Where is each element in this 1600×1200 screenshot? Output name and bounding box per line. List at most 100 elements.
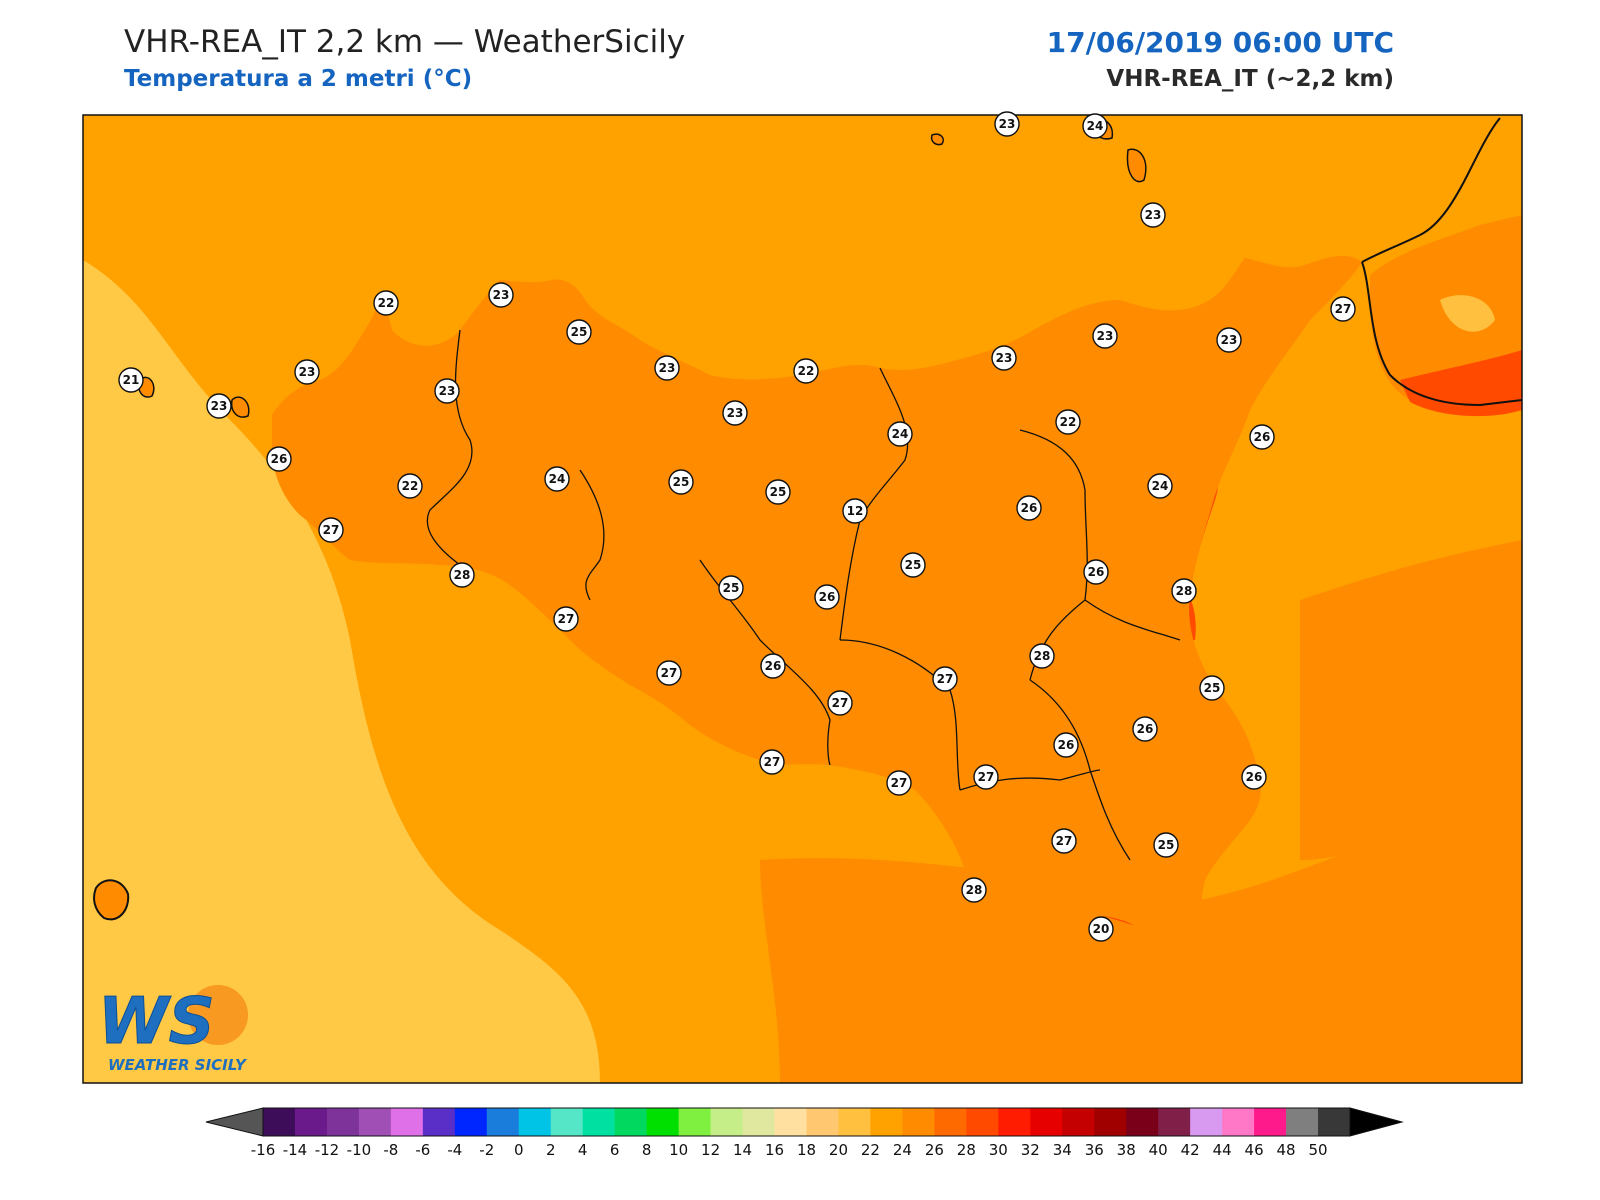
station-value: 23	[999, 117, 1016, 131]
colorbar-tick-label: 0	[514, 1141, 524, 1159]
station-marker: 24	[1147, 473, 1173, 499]
station-marker: 25	[566, 319, 592, 345]
station-marker: 26	[266, 446, 292, 472]
colorbar-cell	[454, 1108, 488, 1136]
station-marker: 26	[1241, 764, 1267, 790]
station-marker: 27	[553, 606, 579, 632]
colorbar-tick-label: -4	[447, 1141, 462, 1159]
station-circle	[1171, 578, 1197, 604]
station-marker: 28	[1171, 578, 1197, 604]
colorbar-cell	[678, 1108, 712, 1136]
colorbar-tick-label: 36	[1085, 1141, 1104, 1159]
colorbar-cell	[358, 1108, 392, 1136]
colorbar-cell	[998, 1108, 1031, 1136]
station-marker: 26	[760, 653, 786, 679]
station-labels: 23 24 23 22 23 25 27 21 23 23 23 22 23 23 23 23 22 26 23 24…	[118, 111, 1356, 942]
calabria-coastline-north	[1361, 117, 1501, 263]
station-circle	[759, 749, 785, 775]
station-value: 27	[1335, 302, 1352, 316]
station-marker: 25	[668, 469, 694, 495]
station-value: 25	[1158, 838, 1175, 852]
station-value: 22	[402, 479, 419, 493]
colorbar-tick-label: 12	[701, 1141, 720, 1159]
station-marker: 28	[961, 877, 987, 903]
station-marker: 21	[118, 367, 144, 393]
map-datetime: 17/06/2019 06:00 UTC	[1046, 26, 1394, 59]
station-circle	[373, 290, 399, 316]
colorbar-tick-label: 34	[1053, 1141, 1072, 1159]
station-circle	[1092, 323, 1118, 349]
station-value: 26	[765, 659, 782, 673]
station-value: 23	[1221, 333, 1238, 347]
station-circle	[566, 319, 592, 345]
station-circle	[1132, 716, 1158, 742]
station-marker: 27	[886, 770, 912, 796]
station-value: 27	[832, 696, 849, 710]
station-marker: 25	[1199, 675, 1225, 701]
station-marker: 12	[842, 498, 868, 524]
station-marker: 24	[544, 466, 570, 492]
colorbar-cell	[422, 1108, 456, 1136]
colorbar-tick-label: 48	[1277, 1141, 1296, 1159]
station-circle	[718, 575, 744, 601]
map-title: VHR-REA_IT 2,2 km — WeatherSicily	[124, 24, 686, 60]
station-marker: 24	[887, 421, 913, 447]
colorbar: -16 -14 -12 -10 -8 -6 -4 -2 0 2 4 6 8 10 12 14 16 18 20 22 2…	[205, 1107, 1404, 1159]
station-circle	[488, 282, 514, 308]
station-circle	[1016, 495, 1042, 521]
colorbar-cell	[742, 1108, 776, 1136]
colorbar-tick-label: 8	[642, 1141, 652, 1159]
station-circle	[932, 666, 958, 692]
station-marker: 23	[994, 111, 1020, 137]
colorbar-cell	[1254, 1108, 1287, 1136]
station-value: 26	[1021, 501, 1038, 515]
colorbar-cell	[806, 1108, 839, 1136]
colorbar-cell	[550, 1108, 584, 1136]
colorbar-tick-label: 24	[893, 1141, 912, 1159]
station-marker: 28	[1029, 643, 1055, 669]
station-value: 26	[1058, 738, 1075, 752]
colorbar-cell	[1286, 1108, 1319, 1136]
colorbar-cell	[1030, 1108, 1063, 1136]
station-value: 23	[727, 406, 744, 420]
station-value: 25	[673, 475, 690, 489]
station-circle	[793, 358, 819, 384]
map-frame	[82, 114, 1523, 1084]
station-marker: 24	[1082, 113, 1108, 139]
sea-cool-west	[83, 260, 600, 1083]
colorbar-tick-label: -2	[479, 1141, 494, 1159]
colorbar-cell	[294, 1108, 328, 1136]
station-value: 27	[937, 672, 954, 686]
station-value: 27	[891, 776, 908, 790]
pantelleria-island	[93, 879, 130, 921]
logo-mark: WS	[98, 985, 215, 1059]
colorbar-cell	[1318, 1108, 1351, 1136]
station-value: 26	[1246, 770, 1263, 784]
station-value: 23	[1145, 208, 1162, 222]
colorbar-tick-label: -16	[251, 1141, 276, 1159]
station-circle	[449, 562, 475, 588]
calabria-coastline	[1361, 261, 1522, 407]
colorbar-cell	[774, 1108, 807, 1136]
colorbar-tick-label: 2	[546, 1141, 556, 1159]
station-value: 23	[493, 288, 510, 302]
station-circle	[656, 660, 682, 686]
colorbar-min-arrow	[205, 1107, 264, 1137]
station-marker: 25	[900, 552, 926, 578]
station-circle	[1051, 828, 1077, 854]
station-circle	[900, 552, 926, 578]
station-circle	[1082, 113, 1108, 139]
map-subtitle: Temperatura a 2 metri (°C)	[124, 66, 473, 92]
station-marker: 25	[765, 479, 791, 505]
colorbar-tick-label: 14	[733, 1141, 752, 1159]
station-value: 27	[978, 770, 995, 784]
station-value: 24	[892, 427, 909, 441]
station-marker: 27	[759, 749, 785, 775]
station-value: 26	[1137, 722, 1154, 736]
station-value: 23	[299, 365, 316, 379]
colorbar-cells	[262, 1107, 1351, 1137]
station-circle	[1216, 327, 1242, 353]
station-circle	[318, 517, 344, 543]
station-value: 24	[1087, 119, 1104, 133]
colorbar-tick-label: 30	[989, 1141, 1008, 1159]
